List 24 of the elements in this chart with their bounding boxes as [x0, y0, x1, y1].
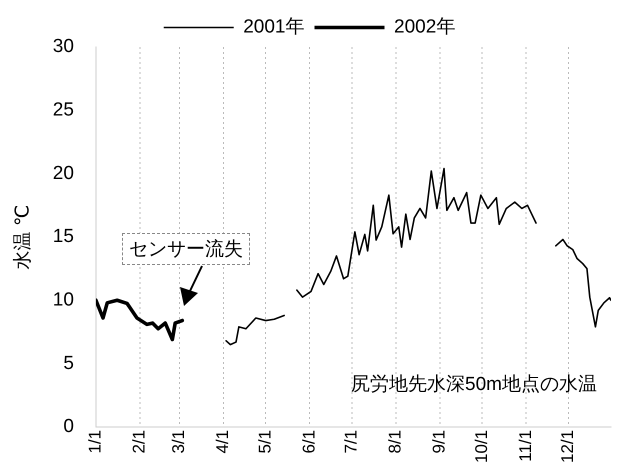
legend-label: 2001年: [243, 16, 305, 38]
y-axis-title: 水温 ℃: [12, 204, 34, 270]
y-tick-label: 10: [52, 290, 74, 311]
y-tick-label: 30: [52, 36, 74, 58]
legend-label: 2002年: [394, 16, 456, 38]
x-tick-label: 2/1: [129, 430, 148, 454]
y-tick-label: 5: [63, 352, 74, 374]
y-tick-label: 0: [63, 416, 74, 438]
y-tick-label: 20: [52, 162, 74, 184]
x-tick-label: 8/1: [386, 430, 405, 454]
x-tick-label: 4/1: [212, 430, 232, 454]
x-tick-label: 10/1: [472, 430, 491, 464]
annotation: 尻労地先水深50m地点の水温: [351, 374, 597, 396]
y-tick-label: 25: [52, 100, 74, 121]
x-tick-label: 9/1: [429, 430, 448, 454]
x-tick-label: 7/1: [342, 430, 361, 454]
x-tick-label: 5/1: [255, 430, 274, 454]
x-tick-label: 3/1: [169, 430, 188, 454]
x-tick-label: 11/1: [516, 430, 535, 462]
x-tick-label: 1/1: [86, 430, 105, 454]
x-tick-label: 12/1: [558, 430, 578, 464]
x-tick-label: 6/1: [299, 430, 318, 454]
annotation: センサー流失: [122, 233, 250, 265]
y-tick-label: 15: [52, 226, 74, 248]
